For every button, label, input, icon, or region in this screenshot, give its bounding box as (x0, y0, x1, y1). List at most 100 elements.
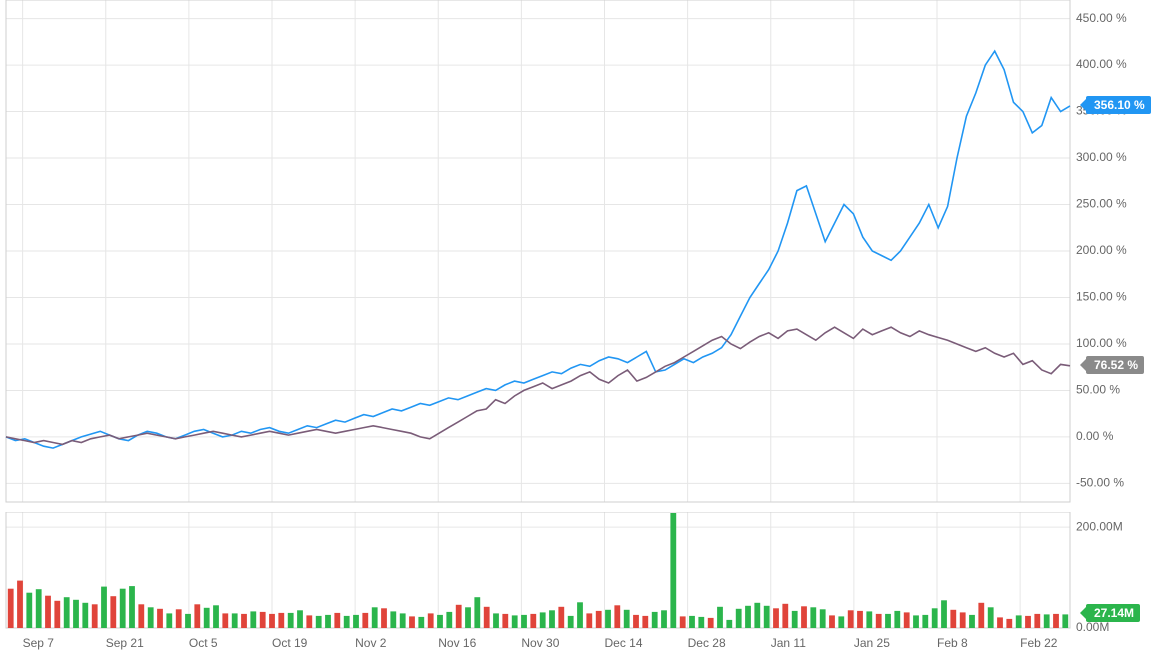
volume-bar (278, 613, 284, 628)
volume-bar (148, 607, 154, 628)
volume-bar (792, 611, 798, 628)
volume-bar (894, 611, 900, 628)
price-y-tick-label: 150.00 % (1076, 290, 1127, 304)
volume-bar (596, 611, 602, 628)
volume-bar (913, 615, 919, 628)
x-tick-label: Feb 8 (937, 636, 968, 650)
volume-bar (484, 607, 490, 628)
volume-bar (586, 613, 592, 628)
volume-bar (773, 608, 779, 628)
volume-bar (624, 610, 630, 628)
volume-bar (801, 606, 807, 628)
volume-bar (932, 608, 938, 628)
volume-bar (558, 607, 564, 628)
volume-bar (17, 581, 23, 628)
volume-bar (698, 617, 704, 628)
price-series-series-a (6, 51, 1070, 448)
volume-bar (222, 613, 228, 628)
volume-bar (1053, 614, 1059, 628)
x-tick-label: Dec 28 (688, 636, 726, 650)
price-y-tick-label: 0.00 % (1076, 429, 1114, 443)
volume-bar (372, 607, 378, 628)
volume-bar (848, 610, 854, 628)
volume-bar (409, 616, 415, 628)
volume-bar (652, 612, 658, 628)
x-tick-label: Dec 14 (605, 636, 643, 650)
volume-bar (166, 613, 172, 628)
volume-bar (680, 616, 686, 628)
price-chart[interactable]: -50.00 %0.00 %50.00 %100.00 %150.00 %200… (0, 0, 1160, 504)
volume-bar (549, 610, 555, 628)
volume-bar (1006, 619, 1012, 628)
volume-bar (960, 612, 966, 628)
volume-bar (45, 596, 51, 628)
volume-bar (1034, 614, 1040, 628)
x-axis: Sep 7Sep 21Oct 5Oct 19Nov 2Nov 16Nov 30D… (0, 636, 1160, 659)
price-series-series-b (6, 327, 1070, 444)
volume-last-value: 27.14M (1094, 606, 1134, 620)
x-tick-label: Sep 7 (23, 636, 55, 650)
price-y-tick-label: -50.00 % (1076, 476, 1124, 490)
volume-bar (521, 615, 527, 628)
volume-bar (418, 617, 424, 628)
volume-bar (614, 605, 620, 628)
volume-bar (857, 611, 863, 628)
price-y-tick-label: 300.00 % (1076, 150, 1127, 164)
volume-bar (204, 608, 210, 628)
price-y-tick-label: 100.00 % (1076, 336, 1127, 350)
volume-bar (101, 587, 107, 628)
volume-bar (446, 612, 452, 628)
volume-bar (36, 589, 42, 628)
volume-chart[interactable]: 0.00M200.00M (0, 512, 1160, 632)
volume-bar (297, 610, 303, 628)
volume-bar (381, 608, 387, 628)
volume-bar (82, 603, 88, 628)
volume-bar (1016, 615, 1022, 628)
volume-bar (213, 605, 219, 628)
volume-bar (493, 613, 499, 628)
volume-bar (362, 613, 368, 628)
volume-bar (120, 589, 126, 628)
x-tick-label: Sep 21 (106, 636, 144, 650)
volume-bar (400, 613, 406, 628)
volume-bar (306, 615, 312, 628)
volume-bar (185, 614, 191, 628)
volume-bar (633, 615, 639, 628)
volume-bar (978, 603, 984, 628)
volume-bar (530, 614, 536, 628)
volume-bar (157, 609, 163, 628)
volume-bar (288, 613, 294, 628)
x-tick-label: Oct 5 (189, 636, 218, 650)
volume-bar (512, 615, 518, 628)
volume-bar (829, 615, 835, 628)
volume-bar (745, 606, 751, 628)
series-b-last-value-badge: 76.52 % (1086, 356, 1144, 374)
volume-bar (8, 589, 14, 628)
volume-bar (885, 614, 891, 628)
volume-bar (390, 611, 396, 628)
volume-bar (110, 596, 116, 628)
volume-bar (250, 611, 256, 628)
volume-bar (577, 602, 583, 628)
volume-bar (904, 612, 910, 628)
volume-bar (194, 604, 200, 628)
volume-bar (334, 613, 340, 628)
x-tick-label: Nov 2 (355, 636, 387, 650)
volume-bar (502, 614, 508, 628)
volume-bar (642, 616, 648, 628)
series-a-last-value: 356.10 % (1094, 98, 1145, 112)
volume-bar (726, 620, 732, 628)
volume-bar (838, 616, 844, 628)
volume-bar (568, 616, 574, 628)
volume-bar (689, 616, 695, 628)
volume-bar (241, 614, 247, 628)
volume-bar (754, 603, 760, 628)
volume-bar (1062, 614, 1068, 628)
price-y-tick-label: 250.00 % (1076, 197, 1127, 211)
volume-bar (428, 613, 434, 628)
volume-bar (866, 611, 872, 628)
x-tick-label: Feb 22 (1020, 636, 1058, 650)
volume-bar (941, 600, 947, 628)
volume-bar (64, 597, 70, 628)
volume-bar (26, 593, 32, 628)
